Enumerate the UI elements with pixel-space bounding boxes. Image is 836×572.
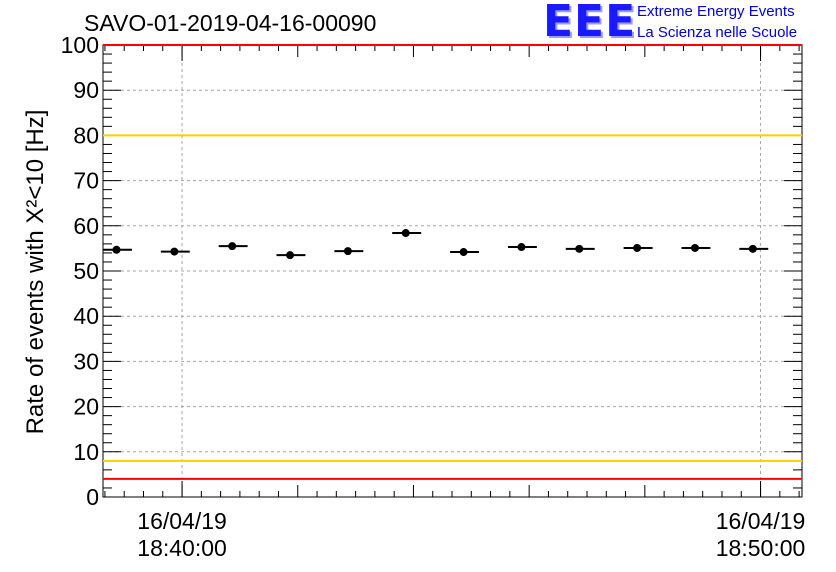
data-point — [633, 243, 642, 252]
y-tick-label: 30 — [73, 348, 99, 374]
y-tick-label: 0 — [86, 484, 99, 510]
y-tick-label: 60 — [73, 213, 99, 239]
y-tick-label: 40 — [73, 303, 99, 329]
data-point — [286, 251, 295, 260]
y-tick-label: 10 — [73, 439, 99, 465]
y-tick-label: 90 — [73, 77, 99, 103]
data-point — [690, 243, 699, 252]
x-tick-time: 18:50:00 — [715, 535, 806, 561]
x-tick-label: 16/04/19 18:40:00 — [137, 508, 227, 562]
y-tick-label: 80 — [73, 122, 99, 148]
data-point — [459, 248, 468, 257]
logo-text-line1: Extreme Energy Events — [637, 3, 795, 20]
data-point — [748, 244, 757, 253]
x-tick-date: 16/04/19 — [137, 508, 227, 534]
x-tick-date: 16/04/19 — [715, 508, 806, 534]
logo-mark: EEE — [543, 0, 637, 47]
y-tick-label: 20 — [73, 394, 99, 420]
x-tick-label: 16/04/19 18:50:00 — [716, 508, 806, 562]
data-point — [228, 242, 237, 251]
eee-logo: EEE Extreme Energy Events La Scienza nel… — [543, 0, 833, 47]
y-axis-label: Rate of events with X²<10 [Hz] — [22, 109, 49, 435]
data-point — [170, 247, 179, 256]
data-point — [575, 244, 584, 253]
x-tick-time: 18:40:00 — [137, 535, 227, 561]
data-point — [112, 245, 121, 254]
chart-title: SAVO-01-2019-04-16-00090 — [84, 10, 377, 36]
y-tick-label: 50 — [73, 258, 99, 284]
data-point — [343, 247, 352, 256]
y-tick-label: 100 — [61, 32, 99, 58]
data-point — [517, 243, 526, 252]
y-tick-label: 70 — [73, 168, 99, 194]
logo-text-line2: La Scienza nelle Scuole — [637, 24, 798, 41]
data-point — [401, 229, 410, 238]
